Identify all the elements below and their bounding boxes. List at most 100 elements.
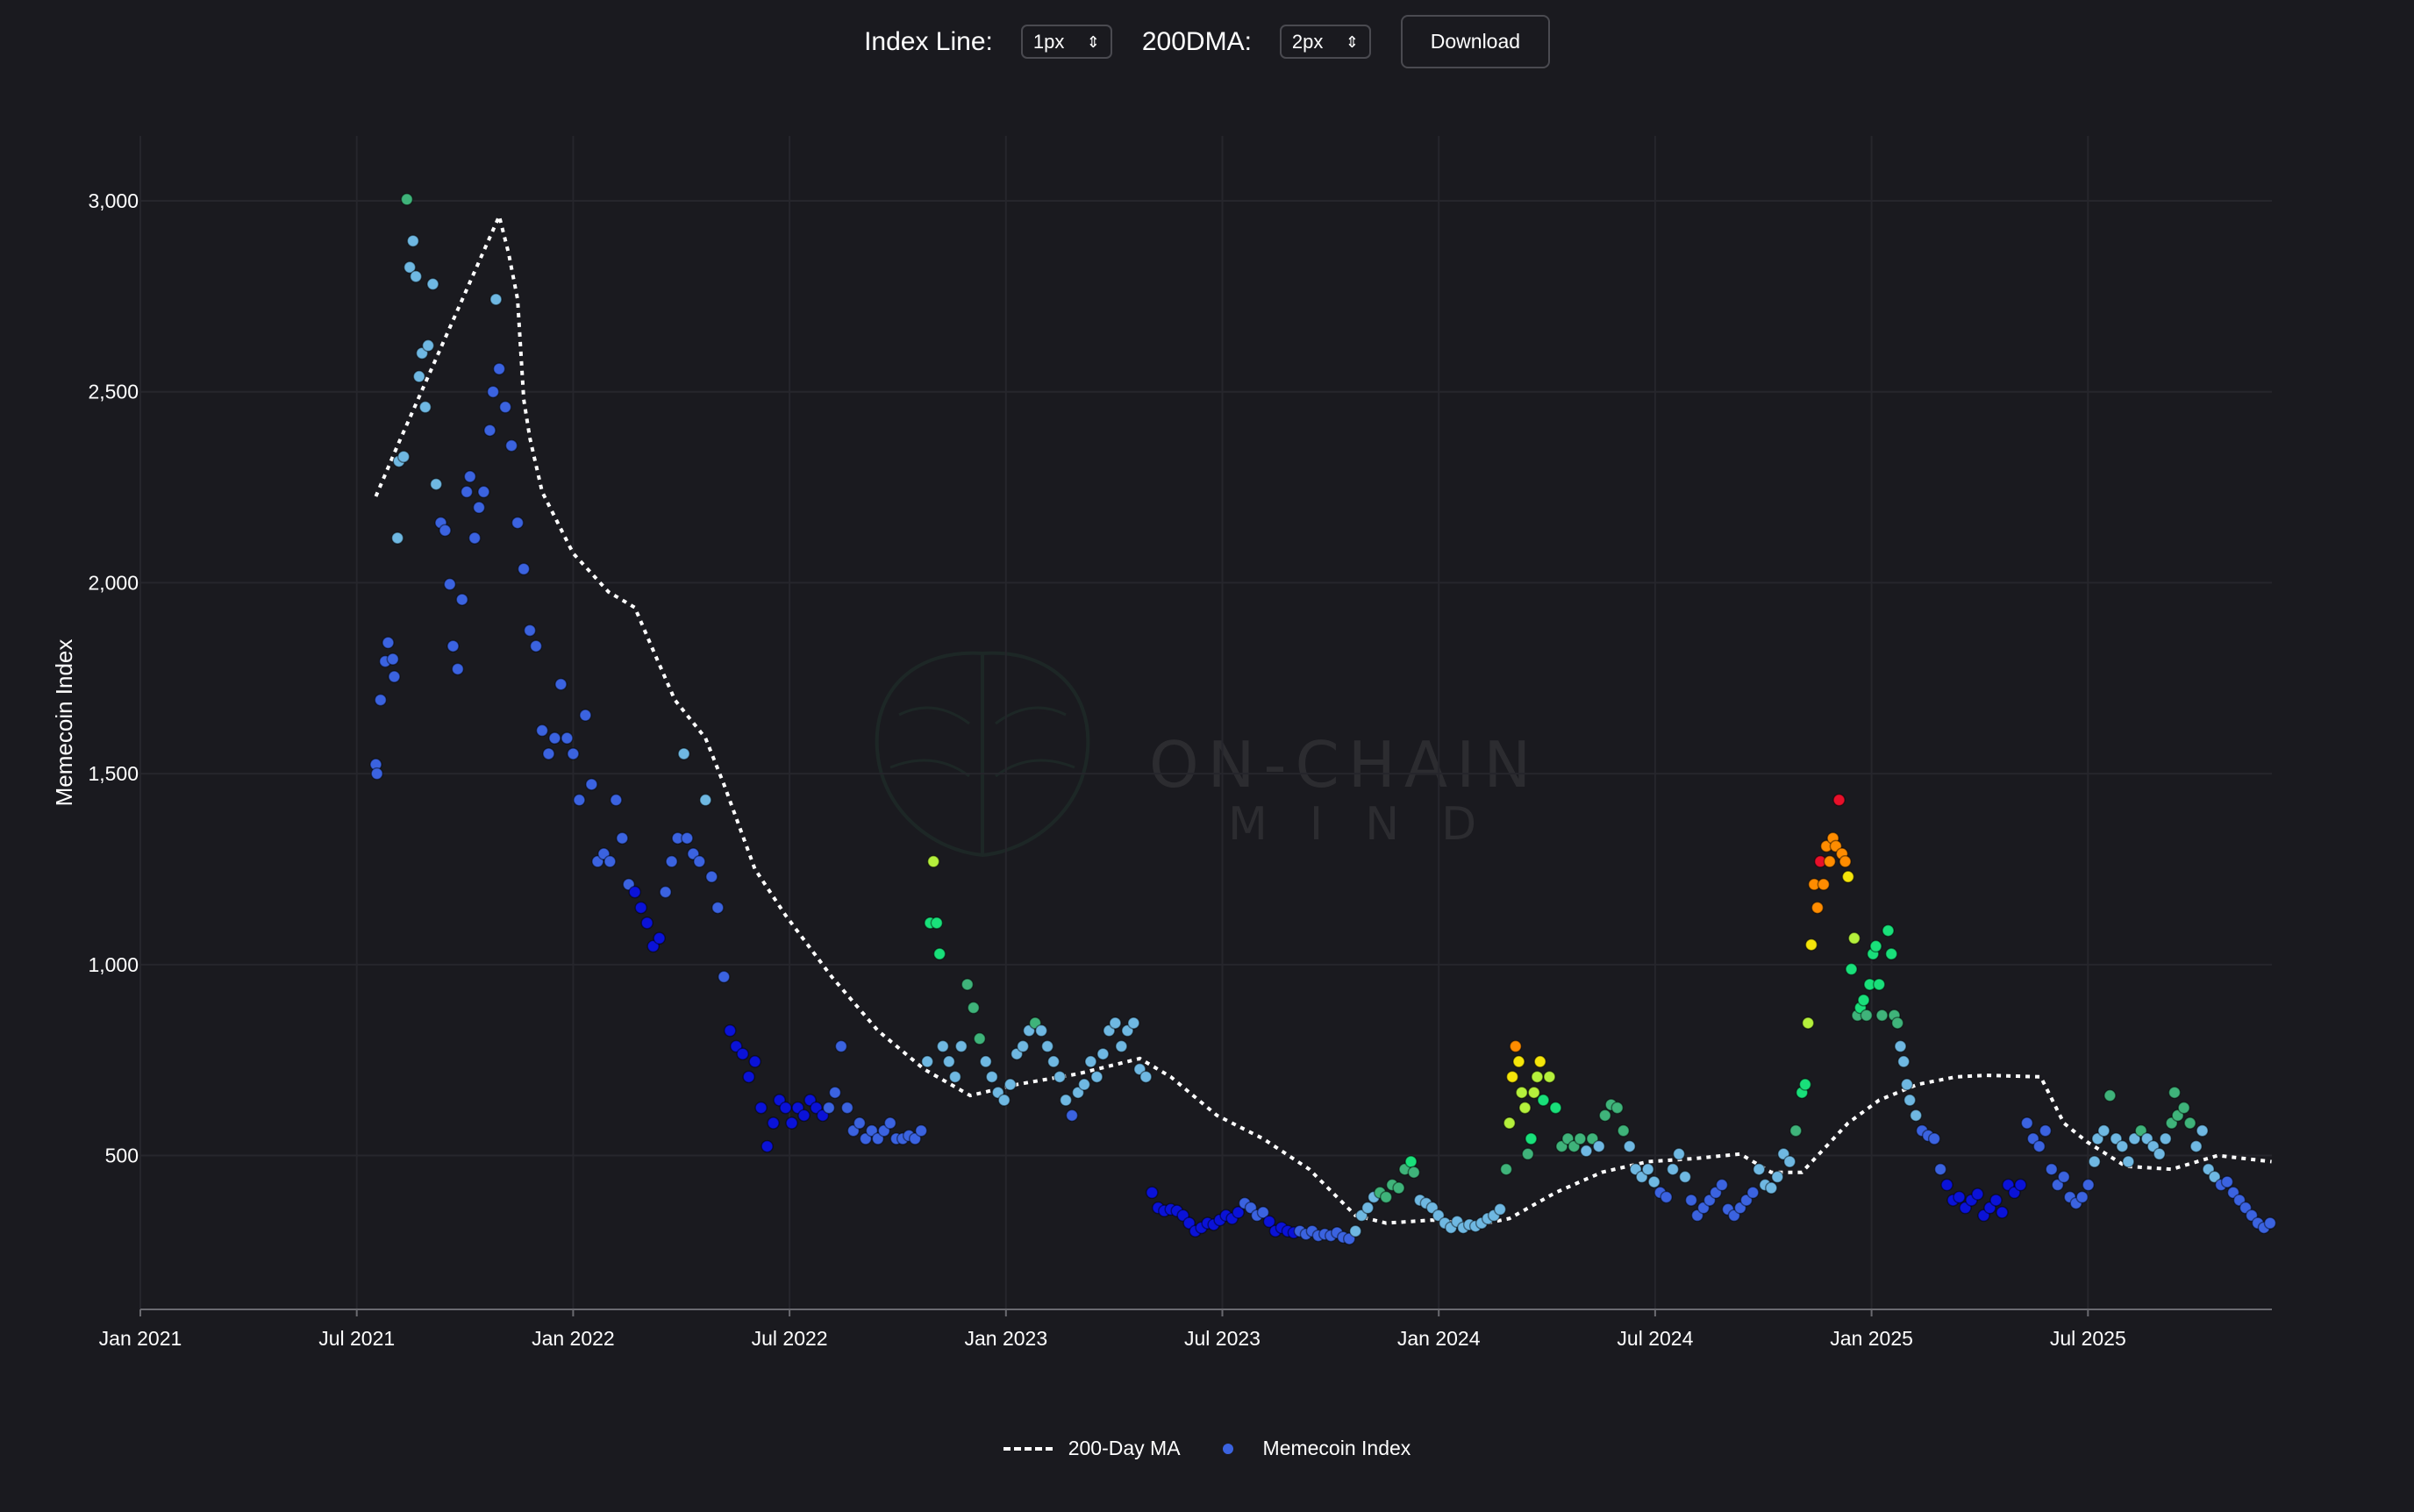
index-point <box>1690 1209 1704 1223</box>
index-point <box>1875 1009 1889 1022</box>
index-point <box>451 662 465 676</box>
index-point <box>1512 1055 1525 1068</box>
legend-index-label[interactable]: Memecoin Index <box>1262 1437 1411 1459</box>
index-point <box>1810 901 1825 915</box>
index-point <box>2196 1123 2209 1138</box>
index-point <box>628 885 641 899</box>
index-point <box>767 1116 780 1130</box>
dma-select[interactable]: 2px ⇕ <box>1279 25 1371 59</box>
index-point <box>1407 1166 1421 1179</box>
index-point <box>1703 1194 1717 1207</box>
index-point <box>2088 1155 2101 1168</box>
index-point <box>954 1039 968 1053</box>
index-point <box>2002 1178 2015 1192</box>
download-button[interactable]: Download <box>1400 15 1550 68</box>
index-point <box>797 1109 811 1123</box>
legend-ma-label[interactable]: 200-Day MA <box>1068 1437 1181 1459</box>
index-point <box>1882 924 1895 938</box>
index-point <box>1798 1078 1812 1091</box>
index-point <box>2103 1088 2117 1102</box>
index-line-label: Index Line: <box>864 26 993 56</box>
index-point <box>1678 1170 1692 1184</box>
index-point <box>1996 1206 2009 1219</box>
index-point <box>2140 1132 2153 1145</box>
index-point <box>1617 1123 1630 1138</box>
index-point <box>1598 1109 1612 1123</box>
index-point <box>1028 1016 1042 1030</box>
index-point <box>1660 1190 1673 1204</box>
x-tick-label: Jan 2022 <box>532 1327 615 1350</box>
index-point <box>1666 1162 1680 1176</box>
index-point <box>877 1123 891 1138</box>
index-point <box>1953 1190 1966 1204</box>
index-point <box>711 901 725 915</box>
index-point <box>1933 1162 1947 1176</box>
index-point <box>718 970 731 984</box>
index-point <box>400 193 414 206</box>
y-tick-label: 2,000 <box>88 571 139 594</box>
index-point <box>1527 1086 1541 1099</box>
index-point <box>517 562 531 575</box>
index-point <box>1010 1047 1024 1060</box>
index-point <box>936 1039 950 1053</box>
y-ticks: 500 1,000 1,500 2,000 2,500 3,000 <box>88 189 139 1167</box>
index-point <box>396 450 411 463</box>
index-point <box>1379 1190 1393 1204</box>
index-point <box>2057 1170 2071 1184</box>
index-point <box>1989 1194 2003 1207</box>
index-point <box>1777 1147 1790 1161</box>
index-point <box>1641 1162 1654 1176</box>
index-point <box>961 978 975 991</box>
y-tick-label: 1,500 <box>88 762 139 785</box>
index-point <box>585 778 598 791</box>
index-point <box>1753 1162 1766 1176</box>
index-point <box>561 731 574 745</box>
index-point <box>1103 1023 1116 1038</box>
index-point <box>665 855 678 868</box>
index-point <box>483 424 496 437</box>
index-point <box>1592 1139 1606 1153</box>
x-tick-label: Jan 2021 <box>99 1327 182 1350</box>
index-point <box>426 277 439 291</box>
index-point <box>1900 1078 1914 1091</box>
index-point <box>640 916 653 930</box>
legend-ma-swatch[interactable] <box>1003 1446 1053 1451</box>
index-point <box>406 234 420 247</box>
index-point <box>2263 1216 2277 1230</box>
index-point <box>511 516 525 530</box>
index-point <box>2008 1186 2021 1200</box>
index-point <box>791 1101 804 1115</box>
index-point <box>1244 1201 1258 1215</box>
index-point <box>1034 1023 1048 1038</box>
watermark-subtitle: MIND <box>1228 798 1519 851</box>
index-point <box>1739 1194 1753 1207</box>
chevron-up-down-icon: ⇕ <box>1345 32 1359 51</box>
index-line-select[interactable]: 1px ⇕ <box>1020 25 1112 59</box>
index-point <box>979 1055 993 1068</box>
index-point <box>2165 1116 2178 1130</box>
index-point <box>412 370 426 383</box>
index-point <box>1733 1201 1747 1215</box>
index-point <box>2226 1186 2240 1200</box>
y-tick-label: 1,000 <box>88 953 139 976</box>
index-point <box>705 870 718 883</box>
index-point <box>2202 1162 2215 1176</box>
index-point <box>472 501 486 514</box>
index-point <box>634 901 647 915</box>
index-point <box>1629 1162 1642 1176</box>
index-point <box>388 670 401 683</box>
index-point <box>1977 1209 1990 1223</box>
index-point <box>748 1055 761 1068</box>
index-point <box>1857 994 1870 1007</box>
index-point <box>1804 938 1818 952</box>
index-point <box>2168 1086 2182 1099</box>
index-point <box>1890 1016 1904 1030</box>
index-point <box>1084 1055 1097 1068</box>
index-point <box>736 1047 749 1060</box>
index-point <box>1404 1155 1418 1168</box>
index-point <box>840 1101 854 1115</box>
index-point <box>681 831 694 845</box>
index-point <box>415 346 429 360</box>
legend-index-swatch[interactable] <box>1222 1443 1233 1454</box>
dma-label: 200DMA: <box>1141 26 1252 56</box>
